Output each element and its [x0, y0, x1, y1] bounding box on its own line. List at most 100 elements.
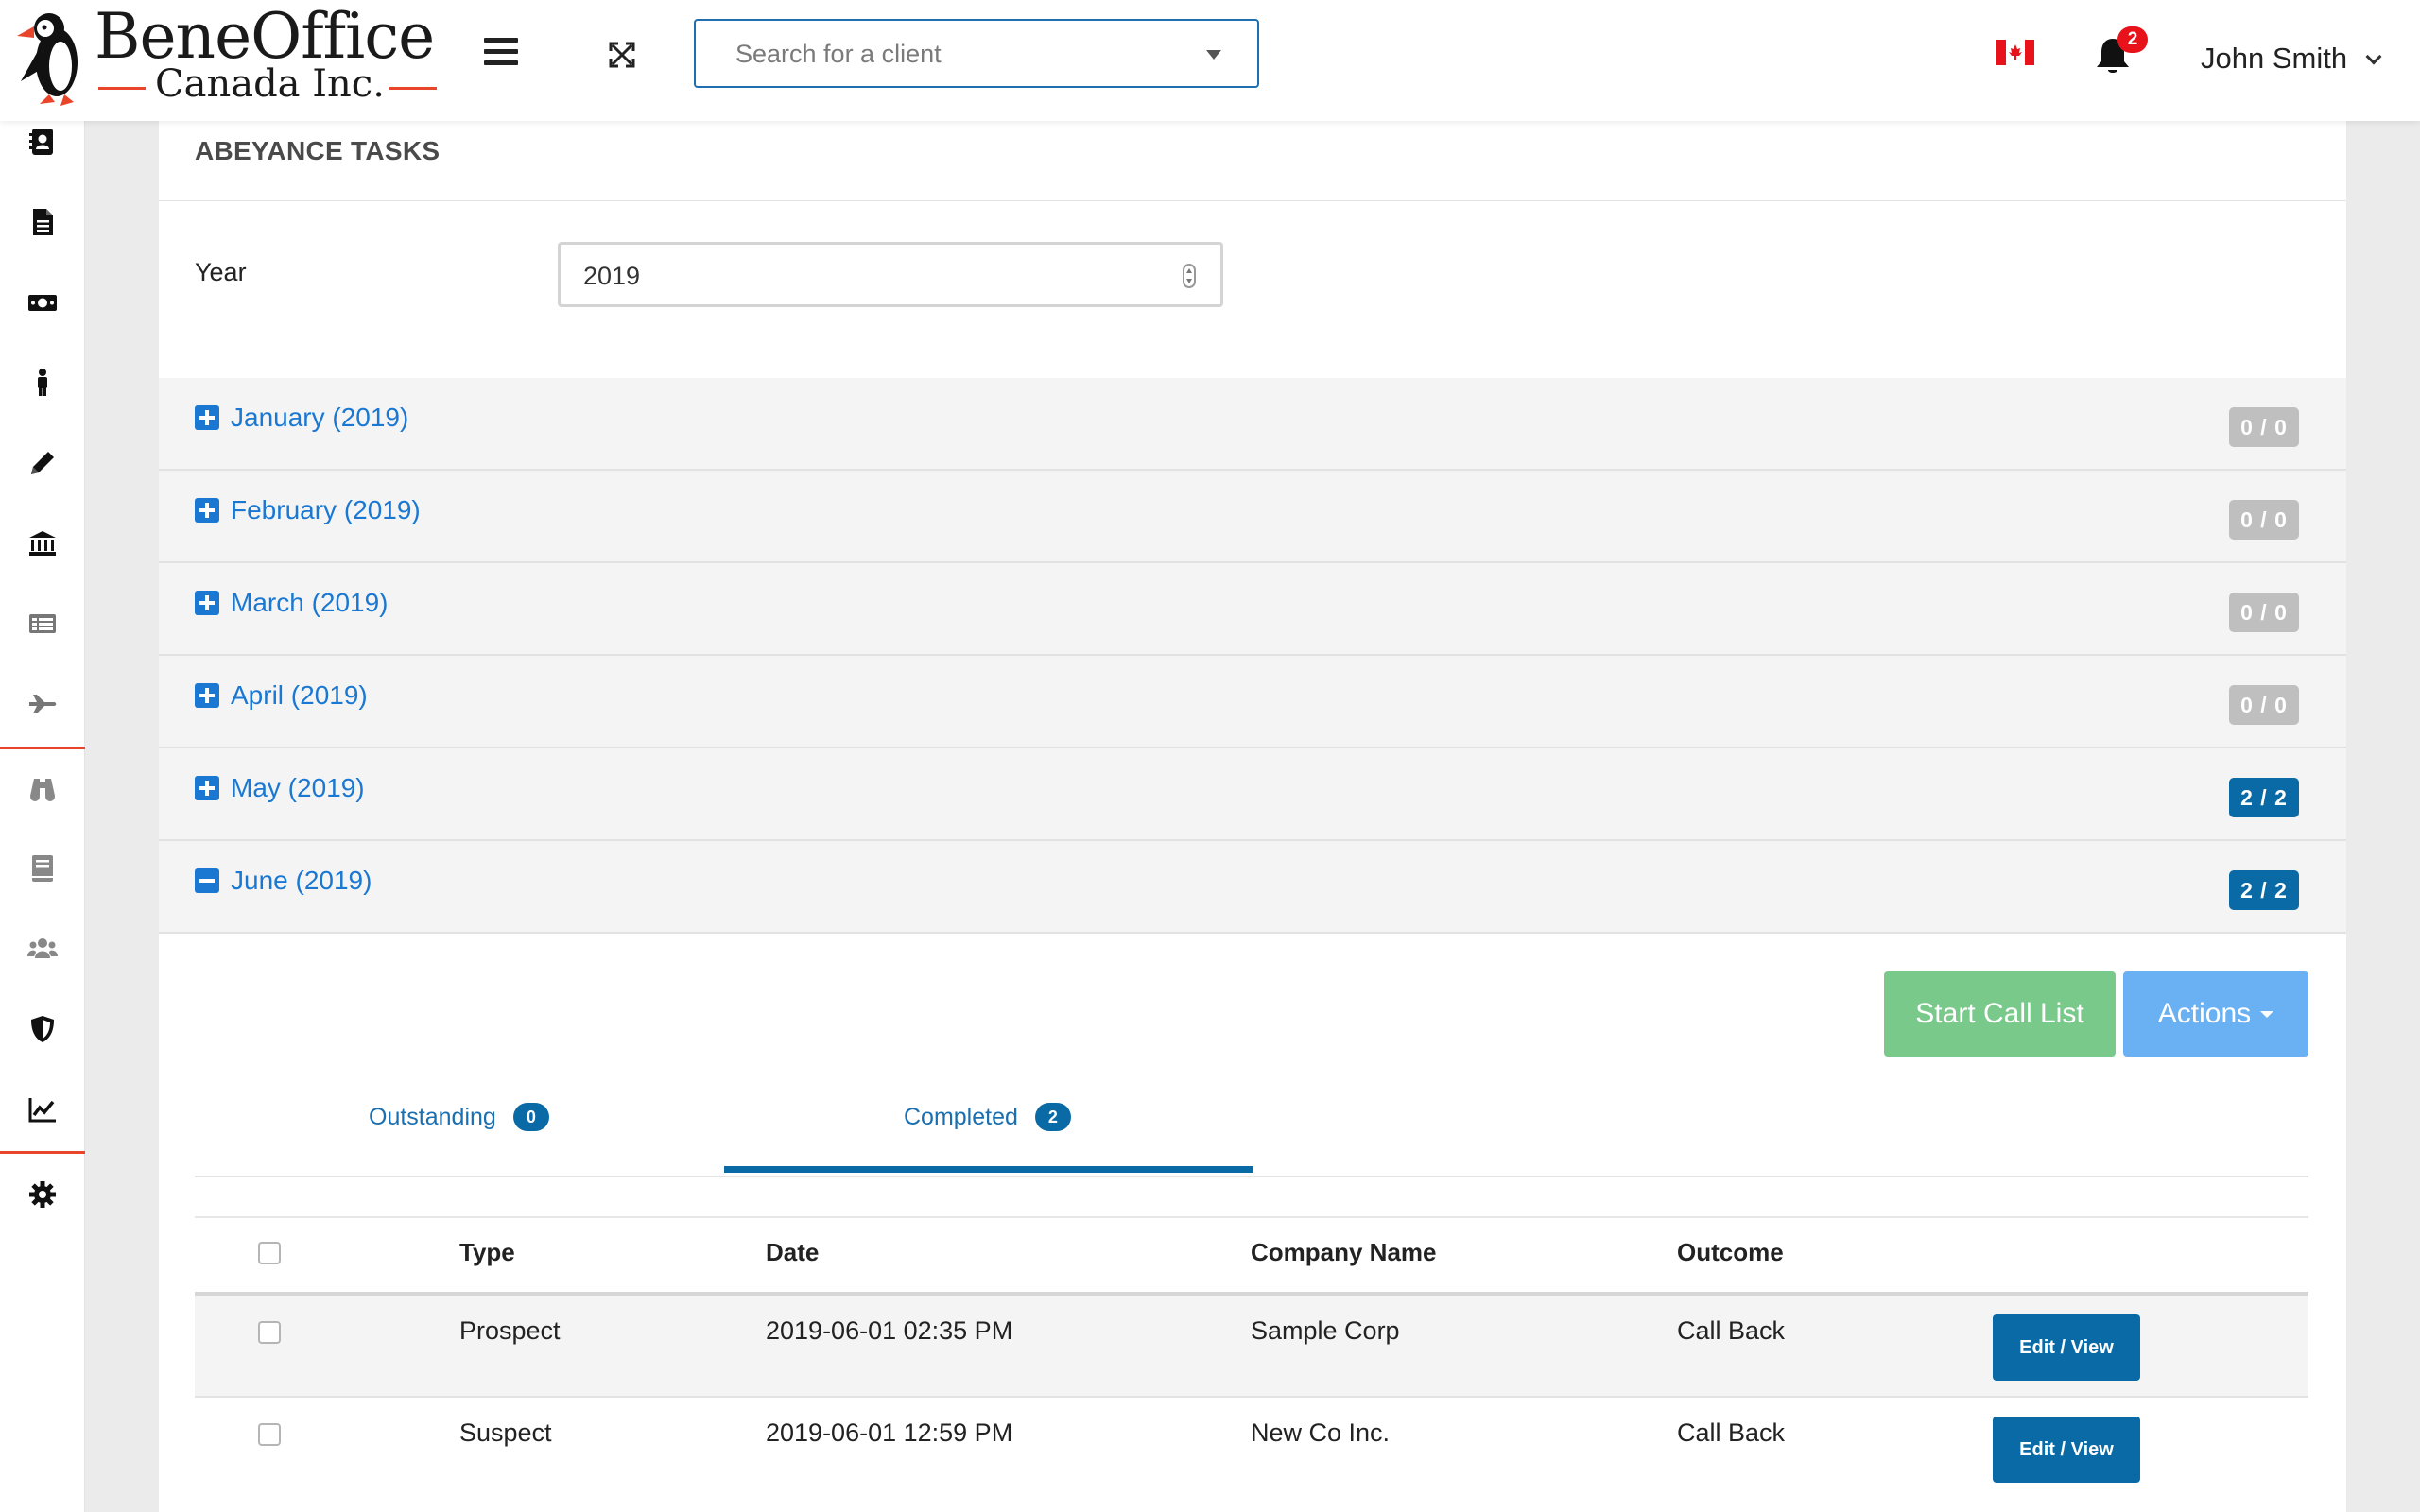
- tab-count-badge: 2: [1034, 1103, 1071, 1131]
- column-header-outcome[interactable]: Outcome: [1677, 1238, 1784, 1266]
- book-icon: [32, 855, 53, 882]
- person-icon: [38, 369, 47, 396]
- month-row-april[interactable]: April (2019) 0 / 0: [159, 656, 2346, 748]
- client-search-select[interactable]: Search for a client: [694, 19, 1259, 88]
- sidebar-item-contacts[interactable]: [26, 125, 60, 159]
- pencil-icon: [31, 452, 54, 474]
- tab-count-badge: 0: [512, 1103, 549, 1131]
- edit-view-button[interactable]: Edit / View: [1993, 1314, 2140, 1381]
- sidebar: [0, 121, 85, 1512]
- hamburger-bar: [484, 60, 518, 65]
- edit-view-button[interactable]: Edit / View: [1993, 1417, 2140, 1483]
- search-placeholder: Search for a client: [735, 40, 942, 68]
- month-label[interactable]: May (2019): [231, 773, 365, 802]
- row-checkbox[interactable]: [258, 1423, 281, 1446]
- chart-icon: [28, 1098, 56, 1123]
- month-label[interactable]: June (2019): [231, 866, 372, 895]
- month-count-badge: 0 / 0: [2229, 407, 2299, 447]
- tab-completed[interactable]: Completed 2: [904, 1103, 1071, 1179]
- select-all-checkbox[interactable]: [258, 1242, 281, 1264]
- money-icon: [28, 295, 57, 311]
- sidebar-item-travel[interactable]: [26, 687, 60, 721]
- column-header-date[interactable]: Date: [766, 1238, 820, 1266]
- title-divider: [159, 200, 2346, 201]
- sidebar-item-settings[interactable]: [26, 1177, 60, 1211]
- fullscreen-icon[interactable]: [605, 38, 639, 72]
- sidebar-item-book[interactable]: [26, 851, 60, 885]
- expand-arrows-icon: [609, 42, 635, 68]
- binoculars-icon: [30, 779, 55, 801]
- hamburger-bar: [484, 38, 518, 43]
- sidebar-item-person[interactable]: [26, 366, 60, 400]
- number-spinner-icon[interactable]: [1183, 264, 1196, 288]
- month-label[interactable]: February (2019): [231, 495, 421, 524]
- bank-icon: [29, 531, 56, 556]
- actions-label: Actions: [2157, 998, 2252, 1029]
- sidebar-item-search[interactable]: [26, 771, 60, 805]
- expand-plus-icon[interactable]: [195, 591, 219, 615]
- month-label[interactable]: January (2019): [231, 403, 409, 432]
- sidebar-item-reports[interactable]: [26, 1092, 60, 1126]
- logo-line-right: [389, 87, 437, 90]
- brand-name: BeneOffice: [95, 0, 435, 73]
- year-label: Year: [195, 258, 247, 286]
- month-row-june[interactable]: June (2019) 2 / 2: [159, 841, 2346, 934]
- cell-type: Suspect: [459, 1418, 552, 1447]
- expand-plus-icon[interactable]: [195, 405, 219, 430]
- column-header-company[interactable]: Company Name: [1251, 1238, 1437, 1266]
- row-checkbox[interactable]: [258, 1321, 281, 1344]
- plane-icon: [29, 695, 57, 713]
- canada-flag-icon[interactable]: [1996, 40, 2034, 65]
- sidebar-item-list[interactable]: [26, 607, 60, 641]
- page-title: ABEYANCE TASKS: [195, 136, 441, 165]
- cell-company: New Co Inc.: [1251, 1418, 1391, 1447]
- cell-company: Sample Corp: [1251, 1316, 1400, 1345]
- chevron-down-icon: [2365, 48, 2382, 65]
- sidebar-item-money[interactable]: [26, 285, 60, 319]
- month-row-january[interactable]: January (2019) 0 / 0: [159, 378, 2346, 471]
- caret-down-icon: [2260, 1011, 2274, 1018]
- sidebar-divider: [0, 747, 85, 749]
- user-menu[interactable]: John Smith: [2201, 42, 2382, 76]
- table-header-border: [195, 1292, 2308, 1296]
- sidebar-item-bank[interactable]: [26, 526, 60, 560]
- month-label[interactable]: April (2019): [231, 680, 368, 710]
- table-row: Suspect 2019-06-01 12:59 PM New Co Inc. …: [195, 1398, 2308, 1500]
- sidebar-item-groups[interactable]: [26, 932, 60, 966]
- document-icon: [33, 209, 53, 235]
- brand-logo[interactable]: BeneOffice Canada Inc.: [11, 0, 446, 113]
- year-number-input[interactable]: 2019: [558, 242, 1223, 307]
- table-top-border: [195, 1216, 2308, 1218]
- column-header-type[interactable]: Type: [459, 1238, 515, 1266]
- month-row-february[interactable]: February (2019) 0 / 0: [159, 471, 2346, 563]
- actions-dropdown-button[interactable]: Actions: [2123, 971, 2308, 1057]
- month-count-badge: 2 / 2: [2229, 870, 2299, 910]
- hamburger-bar: [484, 49, 518, 54]
- month-row-march[interactable]: March (2019) 0 / 0: [159, 563, 2346, 656]
- expand-plus-icon[interactable]: [195, 776, 219, 800]
- logo-line-left: [98, 87, 146, 90]
- top-bar: BeneOffice Canada Inc. Search for a clie…: [0, 0, 2420, 121]
- month-label[interactable]: March (2019): [231, 588, 389, 617]
- shield-icon: [31, 1016, 54, 1042]
- tab-outstanding[interactable]: Outstanding 0: [369, 1103, 549, 1179]
- sidebar-item-edit[interactable]: [26, 446, 60, 480]
- year-value: 2019: [583, 262, 641, 290]
- sidebar-item-security[interactable]: [26, 1012, 60, 1046]
- tabs-underline: [195, 1176, 2308, 1177]
- list-icon: [29, 614, 56, 633]
- menu-toggle-button[interactable]: [484, 38, 518, 68]
- cell-outcome: Call Back: [1677, 1316, 1786, 1345]
- month-count-badge: 2 / 2: [2229, 778, 2299, 817]
- expand-plus-icon[interactable]: [195, 498, 219, 523]
- cell-outcome: Call Back: [1677, 1418, 1786, 1447]
- month-row-may[interactable]: May (2019) 2 / 2: [159, 748, 2346, 841]
- notification-count-badge: 2: [2118, 26, 2148, 53]
- cell-type: Prospect: [459, 1316, 561, 1345]
- collapse-minus-icon[interactable]: [195, 868, 219, 893]
- sidebar-item-documents[interactable]: [26, 205, 60, 239]
- month-count-badge: 0 / 0: [2229, 685, 2299, 725]
- notifications-button[interactable]: 2: [2095, 26, 2148, 76]
- expand-plus-icon[interactable]: [195, 683, 219, 708]
- start-call-list-button[interactable]: Start Call List: [1884, 971, 2116, 1057]
